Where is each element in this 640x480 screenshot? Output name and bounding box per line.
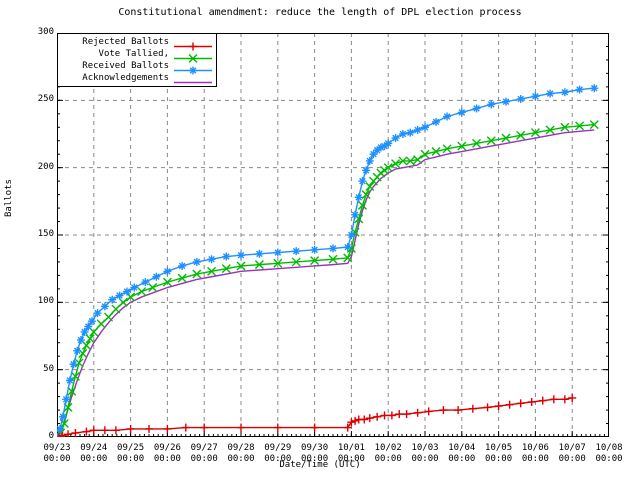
legend-label: Acknowledgements: [82, 73, 169, 83]
x-tick-date: 10/02: [374, 443, 402, 453]
x-tick-label: 09/29 00:00: [255, 443, 301, 465]
x-tick-time: 00:00: [411, 454, 439, 464]
x-tick-label: 09/25 00:00: [108, 443, 154, 465]
x-tick-date: 09/23: [43, 443, 71, 453]
chart-legend: Rejected Ballots Vote Tallied, Received Ba…: [57, 33, 217, 87]
x-tick-time: 00:00: [43, 454, 71, 464]
x-tick-time: 00:00: [227, 454, 255, 464]
x-tick-time: 00:00: [448, 454, 476, 464]
legend-item: Rejected Ballots: [61, 36, 213, 50]
x-tick-label: 09/27 00:00: [181, 443, 227, 465]
x-tick-time: 00:00: [558, 454, 586, 464]
x-tick-time: 00:00: [117, 454, 145, 464]
series-received-ballots: [53, 84, 599, 441]
legend-item: Received Ballots: [61, 60, 213, 74]
y-tick-label: 0: [48, 431, 54, 441]
y-axis-label: Ballots: [4, 179, 14, 217]
legend-swatch: [173, 61, 213, 74]
x-tick-date: 10/03: [411, 443, 439, 453]
y-tick-label: 250: [37, 94, 54, 105]
x-tick-label: 10/05 00:00: [476, 443, 522, 465]
y-tick-label: 100: [37, 296, 54, 307]
legend-swatch: [173, 37, 213, 50]
legend-label: Vote Tallied,: [98, 49, 169, 59]
x-tick-time: 00:00: [374, 454, 402, 464]
x-tick-label: 10/08 00:00: [586, 443, 632, 465]
x-tick-time: 00:00: [301, 454, 329, 464]
x-tick-time: 00:00: [153, 454, 181, 464]
plot-svg: [52, 32, 610, 442]
legend-item: Vote Tallied,: [61, 48, 213, 63]
x-tick-label: 10/03 00:00: [402, 443, 448, 465]
x-tick-date: 09/24: [80, 443, 108, 453]
x-tick-date: 09/26: [153, 443, 181, 453]
x-tick-label: 09/26 00:00: [144, 443, 190, 465]
x-tick-label: 09/30 00:00: [292, 443, 338, 465]
x-tick-label: 10/01 00:00: [328, 443, 374, 465]
x-tick-time: 00:00: [190, 454, 218, 464]
x-tick-date: 09/27: [190, 443, 218, 453]
x-tick-date: 10/01: [337, 443, 365, 453]
x-tick-label: 10/02 00:00: [365, 443, 411, 465]
chart-title: Constitutional amendment: reduce the len…: [118, 7, 522, 18]
plot-area: [52, 32, 610, 442]
x-tick-label: 09/24 00:00: [71, 443, 117, 465]
y-tick-label: 300: [37, 27, 54, 37]
y-tick-label: 150: [37, 229, 54, 239]
x-tick-label: 10/04 00:00: [439, 443, 485, 465]
x-tick-date: 10/06: [521, 443, 549, 453]
x-tick-date: 09/29: [264, 443, 292, 453]
series-acknowledgements: [56, 129, 595, 438]
x-tick-date: 10/04: [448, 443, 476, 453]
x-tick-label: 10/07 00:00: [549, 443, 595, 465]
legend-swatch: [173, 73, 213, 84]
x-tick-time: 00:00: [264, 454, 292, 464]
x-tick-date: 09/28: [227, 443, 255, 453]
y-tick-label: 50: [43, 363, 54, 374]
legend-swatch: [173, 49, 213, 63]
x-tick-label: 10/06 00:00: [512, 443, 558, 465]
x-tick-label: 09/23 00:00: [34, 443, 80, 465]
x-tick-date: 10/08: [595, 443, 623, 453]
legend-label: Rejected Ballots: [82, 37, 169, 47]
x-tick-date: 09/25: [117, 443, 145, 453]
x-tick-time: 00:00: [485, 454, 513, 464]
x-tick-date: 10/05: [485, 443, 513, 453]
x-axis-label: Date/Time (UTC): [279, 460, 361, 470]
x-tick-time: 00:00: [521, 454, 549, 464]
y-tick-label: 200: [37, 161, 54, 172]
x-tick-date: 09/30: [301, 443, 329, 453]
x-tick-date: 10/07: [558, 443, 586, 453]
x-tick-time: 00:00: [337, 454, 365, 464]
x-tick-time: 00:00: [80, 454, 108, 464]
series-rejected-ballots: [54, 393, 577, 441]
legend-item: Acknowledgements: [61, 72, 213, 84]
x-tick-time: 00:00: [595, 454, 623, 464]
legend-label: Received Ballots: [82, 61, 169, 71]
x-tick-label: 09/28 00:00: [218, 443, 264, 465]
